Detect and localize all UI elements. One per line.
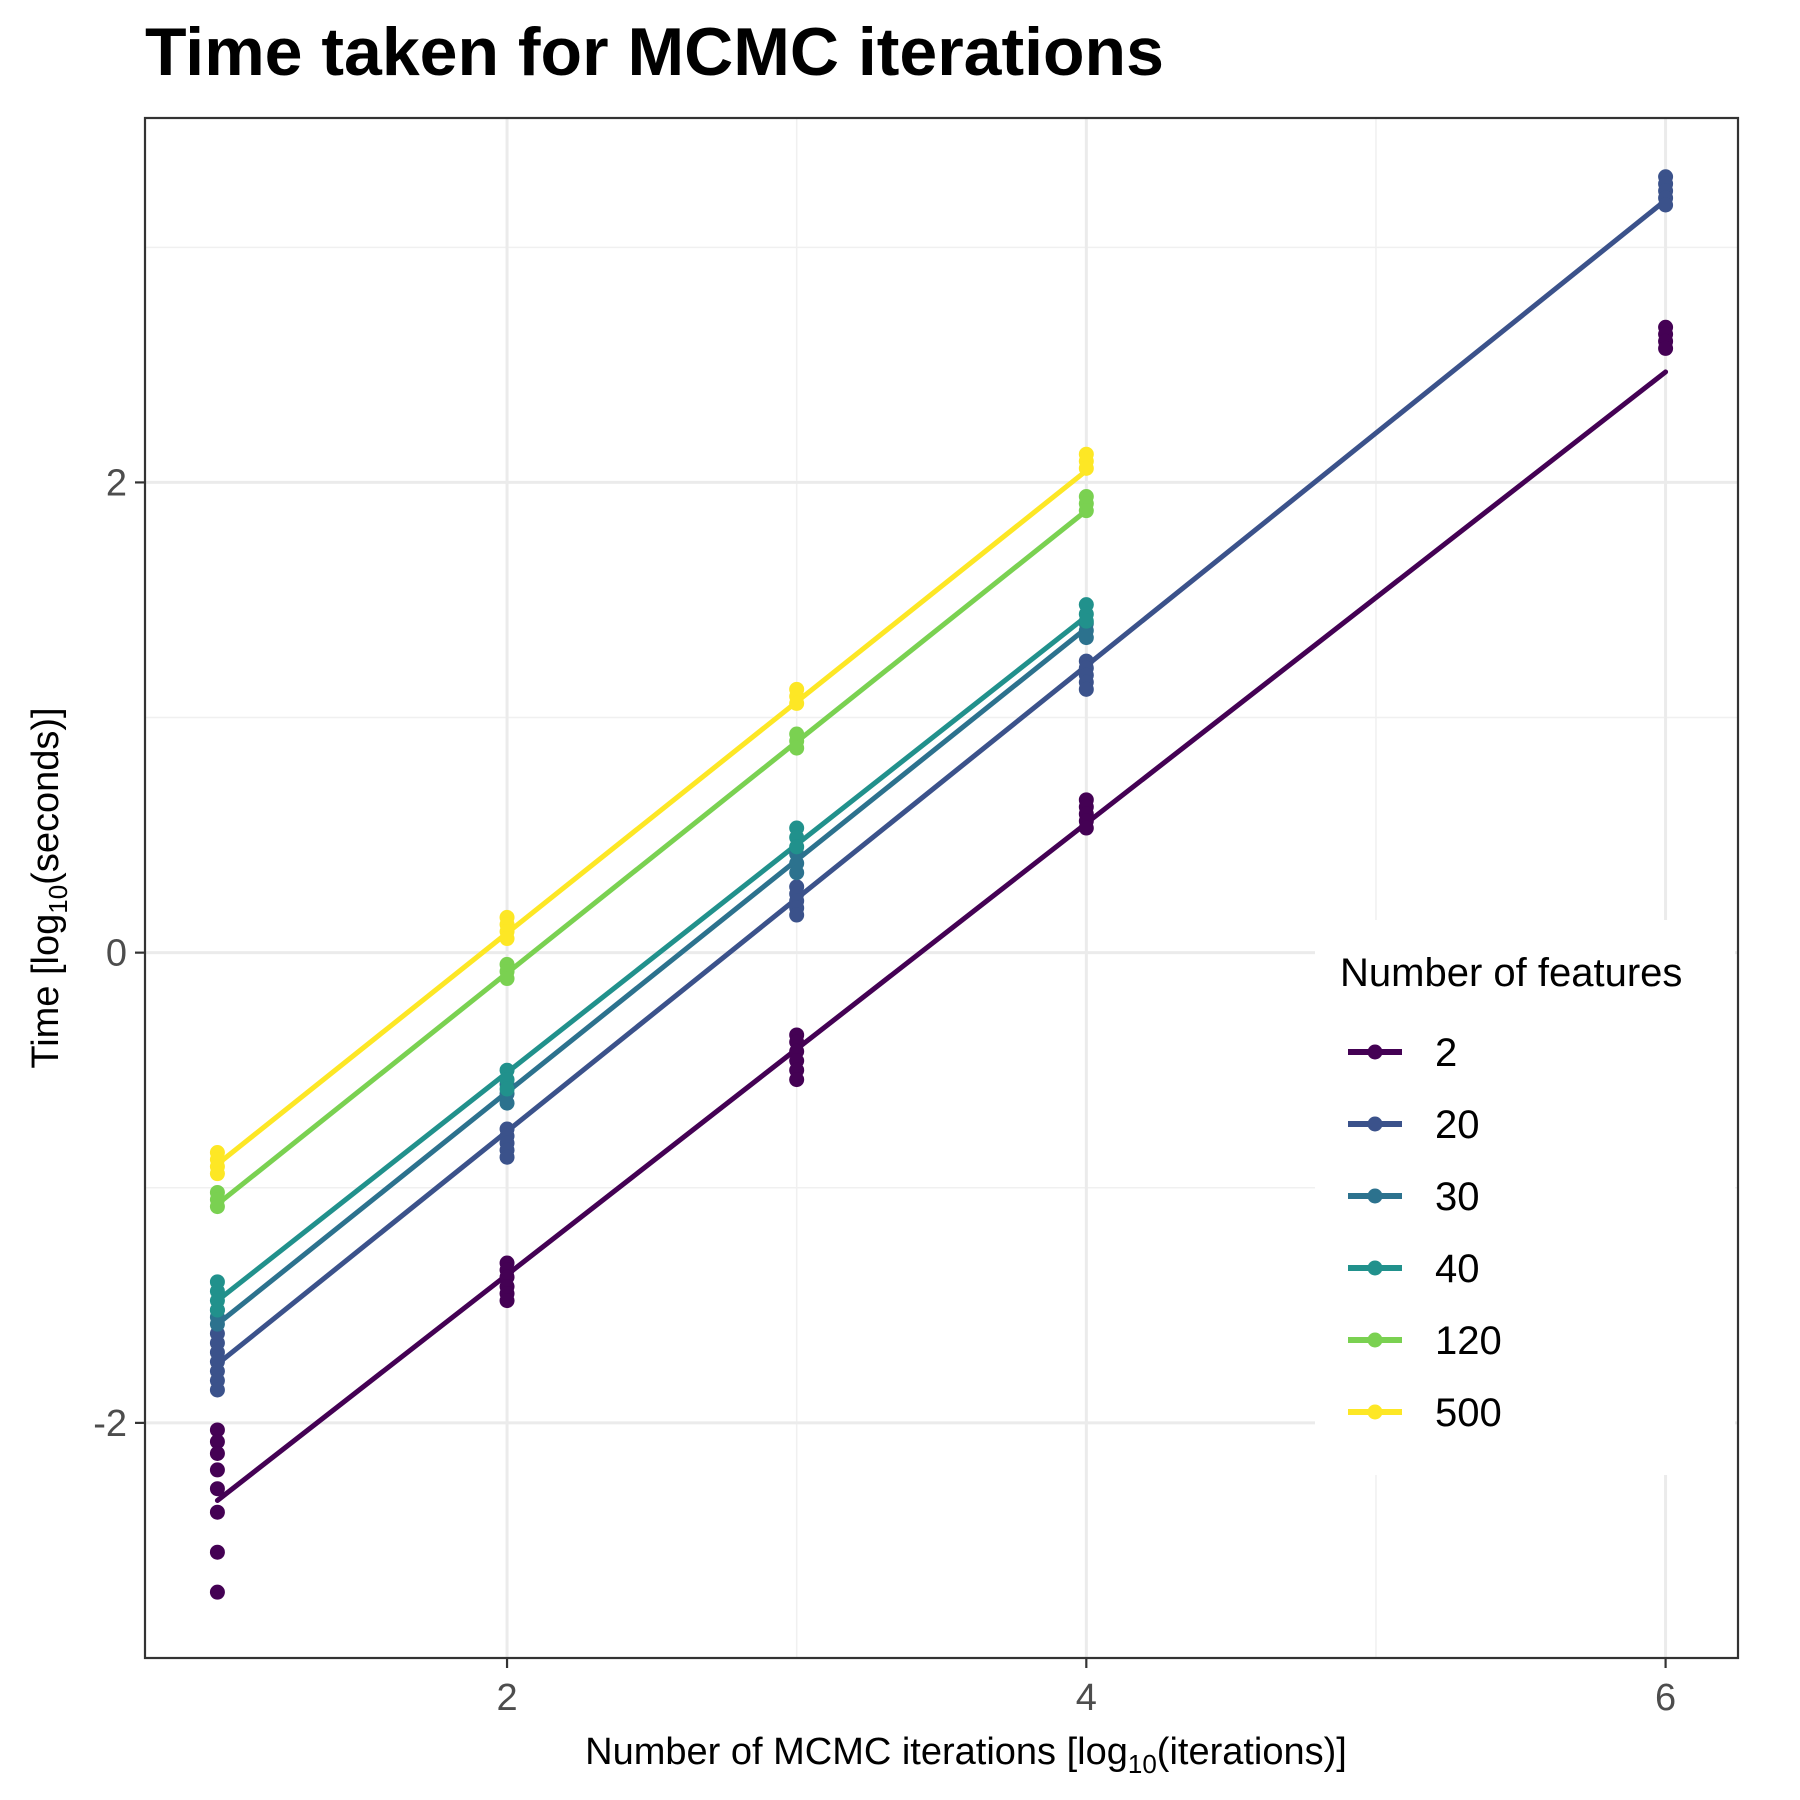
data-point-2: [1658, 340, 1674, 356]
data-point-2: [209, 1544, 225, 1560]
legend-label-2: 2: [1435, 1031, 1457, 1075]
series-points: [209, 169, 1674, 1600]
data-point-20: [1078, 681, 1094, 697]
series-line-20: [214, 197, 1669, 1367]
series-lines: [214, 197, 1669, 1503]
data-point-2: [209, 1481, 225, 1497]
legend-key-point-2: [1367, 1044, 1383, 1060]
legend-label-40: 40: [1435, 1247, 1480, 1291]
legend-key-point-40: [1367, 1260, 1383, 1276]
data-point-120: [499, 971, 515, 987]
data-point-500: [789, 695, 805, 711]
legend-label-500: 500: [1435, 1391, 1502, 1435]
data-point-2: [209, 1422, 225, 1438]
data-point-40: [789, 839, 805, 855]
data-point-2: [789, 1072, 805, 1088]
legend-items: 2 20 30 40 120 500: [1348, 1031, 1502, 1435]
data-point-120: [1078, 503, 1094, 519]
data-point-120: [789, 740, 805, 756]
series-line-30: [214, 625, 1089, 1327]
data-point-2: [209, 1462, 225, 1478]
chart-title: Time taken for MCMC iterations: [145, 14, 1164, 90]
legend: Number of features 2 20 30 40 120 500: [1315, 920, 1735, 1475]
plot-panel-border: [143, 116, 1740, 1660]
data-point-40: [1078, 613, 1094, 629]
data-point-40: [499, 1081, 515, 1097]
legend-key-point-30: [1367, 1188, 1383, 1204]
data-point-30: [1078, 630, 1094, 646]
x-axis-title: Number of MCMC iterations [log10(iterati…: [585, 1731, 1347, 1779]
data-point-2: [209, 1445, 225, 1461]
x-tick-label: 2: [496, 1677, 517, 1719]
series-line-120: [214, 508, 1089, 1207]
data-point-2: [1078, 820, 1094, 836]
y-tick-label: 2: [106, 462, 127, 504]
y-axis: -2 0 2: [93, 462, 145, 1445]
data-point-20: [209, 1382, 225, 1398]
data-point-30: [789, 865, 805, 881]
data-point-40: [209, 1302, 225, 1318]
y-tick-label: -2: [93, 1403, 127, 1445]
data-point-30: [499, 1095, 515, 1111]
x-tick-label: 6: [1655, 1677, 1676, 1719]
series-line-40: [214, 613, 1089, 1304]
legend-key-point-20: [1367, 1116, 1383, 1132]
data-point-2: [499, 1293, 515, 1309]
data-point-20: [789, 907, 805, 923]
data-point-120: [209, 1199, 225, 1215]
y-axis-title: Time [log10(seconds)]: [25, 707, 73, 1068]
legend-key-point-120: [1367, 1332, 1383, 1348]
legend-label-20: 20: [1435, 1103, 1480, 1147]
series-line-500: [214, 468, 1089, 1167]
legend-label-30: 30: [1435, 1175, 1480, 1219]
x-axis: 2 4 6: [496, 1658, 1676, 1719]
data-point-500: [1078, 460, 1094, 476]
data-point-30: [209, 1316, 225, 1332]
data-point-500: [499, 931, 515, 947]
y-tick-label: 0: [106, 933, 127, 975]
data-point-20: [499, 1149, 515, 1165]
legend-key-point-500: [1367, 1404, 1383, 1420]
legend-title: Number of features: [1340, 951, 1682, 995]
data-point-2: [209, 1584, 225, 1600]
data-point-20: [1658, 197, 1674, 213]
legend-label-120: 120: [1435, 1319, 1502, 1363]
x-tick-label: 4: [1076, 1677, 1097, 1719]
data-point-2: [209, 1434, 225, 1450]
data-point-500: [209, 1166, 225, 1182]
series-line-2: [214, 369, 1669, 1503]
data-point-2: [209, 1504, 225, 1520]
